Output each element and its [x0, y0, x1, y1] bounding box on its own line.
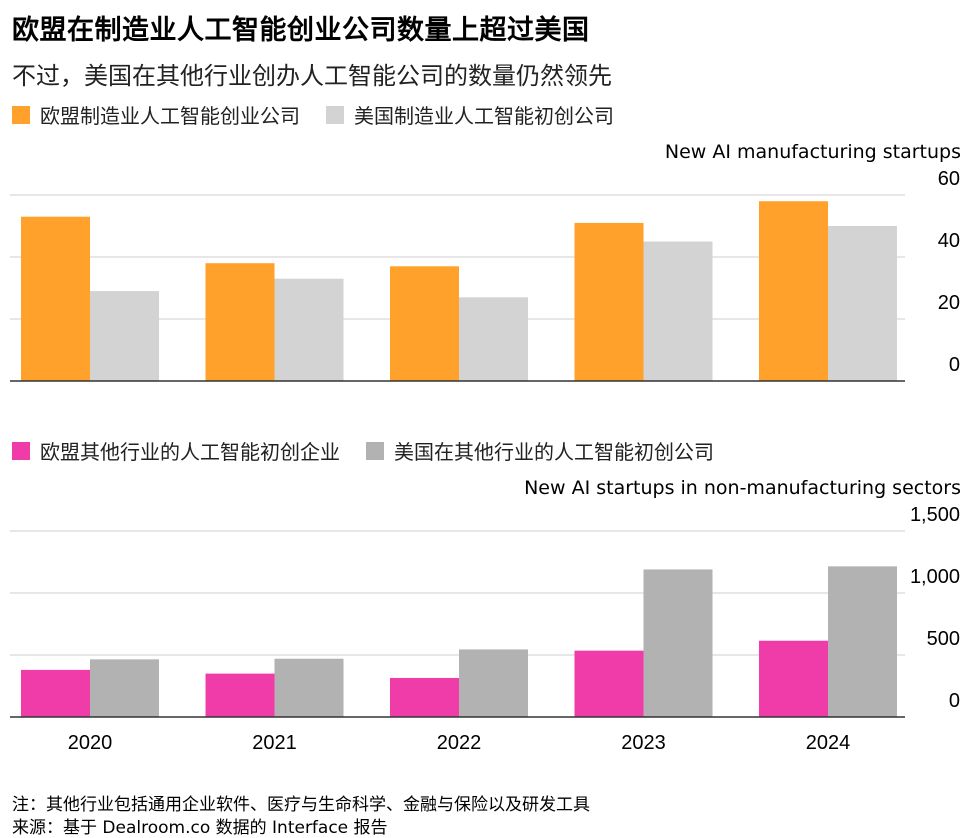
y-tick-label: 0: [949, 690, 960, 712]
y-axis-title-manufacturing: New AI manufacturing startups: [664, 141, 961, 163]
bar-eu-2020: [21, 669, 90, 717]
y-tick-label: 60: [938, 170, 960, 190]
bar-us-2020: [90, 291, 159, 381]
legend-label-eu-manufacturing: 欧盟制造业人工智能创业公司: [40, 104, 300, 128]
y-tick-label: 1,500: [910, 505, 960, 526]
legend-label-us-manufacturing: 美国制造业人工智能初创公司: [354, 104, 614, 128]
x-tick-label: 2021: [252, 732, 297, 754]
legend-swatch-eu-manufacturing: [12, 105, 30, 124]
bar-eu-2022: [390, 677, 459, 717]
bar-eu-2023: [574, 222, 644, 381]
bar-us-2020: [90, 659, 159, 717]
legend-item-eu-manufacturing: 欧盟制造业人工智能创业公司: [12, 100, 300, 129]
bar-eu-2023: [574, 650, 644, 717]
bar-eu-2024: [759, 640, 828, 717]
y-tick-label: 0: [949, 354, 960, 376]
bar-us-2022: [459, 649, 528, 717]
bar-eu-2021: [205, 263, 275, 381]
manufacturing-chart: 0 20 40 60: [10, 170, 960, 382]
legend-non-manufacturing: 欧盟其他行业的人工智能初创企业 美国在其他行业的人工智能初创公司: [12, 436, 740, 465]
x-tick-label: 2020: [68, 732, 113, 754]
bar-eu-2021: [205, 673, 275, 717]
bar-us-2023: [643, 569, 713, 717]
chart-title: 欧盟在制造业人工智能创业公司数量上超过美国: [12, 15, 590, 46]
legend-item-us-other: 美国在其他行业的人工智能初创公司: [366, 436, 714, 465]
x-tick-label: 2024: [806, 732, 851, 754]
source-note: 来源：基于 Dealroom.co 数据的 Interface 报告: [12, 818, 388, 838]
legend-swatch-eu-other: [12, 441, 30, 460]
y-tick-label: 500: [927, 628, 960, 650]
bar-eu-2022: [390, 266, 459, 381]
bar-eu-2024: [759, 201, 828, 381]
bar-us-2022: [459, 297, 528, 381]
bar-eu-2020: [21, 216, 90, 381]
bar-us-2021: [274, 658, 344, 717]
bar-us-2021: [274, 278, 344, 381]
y-axis-title-non-manufacturing: New AI startups in non-manufacturing sec…: [524, 477, 961, 499]
x-tick-label: 2022: [437, 732, 482, 754]
y-tick-label: 1,000: [910, 566, 960, 588]
legend-manufacturing: 欧盟制造业人工智能创业公司 美国制造业人工智能初创公司: [12, 100, 640, 129]
y-tick-label: 40: [938, 230, 960, 252]
legend-item-eu-other: 欧盟其他行业的人工智能初创企业: [12, 436, 340, 465]
legend-swatch-us-other: [366, 441, 384, 460]
legend-item-us-manufacturing: 美国制造业人工智能初创公司: [326, 100, 614, 129]
bar-us-2023: [643, 241, 713, 381]
footnote: 注：其他行业包括通用企业软件、医疗与生命科学、金融与保险以及研发工具: [12, 795, 590, 815]
bar-us-2024: [828, 566, 897, 717]
y-tick-label: 20: [938, 292, 960, 314]
chart-subtitle: 不过，美国在其他行业创办人工智能公司的数量仍然领先: [12, 62, 612, 90]
legend-swatch-us-manufacturing: [326, 105, 344, 124]
bar-us-2024: [828, 226, 897, 381]
non-manufacturing-chart: 0 500 1,000 1,500 2020 2021 2022 2023 2024: [10, 505, 960, 754]
x-tick-label: 2023: [621, 732, 666, 754]
legend-label-eu-other: 欧盟其他行业的人工智能初创企业: [40, 440, 340, 464]
legend-label-us-other: 美国在其他行业的人工智能初创公司: [394, 440, 714, 464]
